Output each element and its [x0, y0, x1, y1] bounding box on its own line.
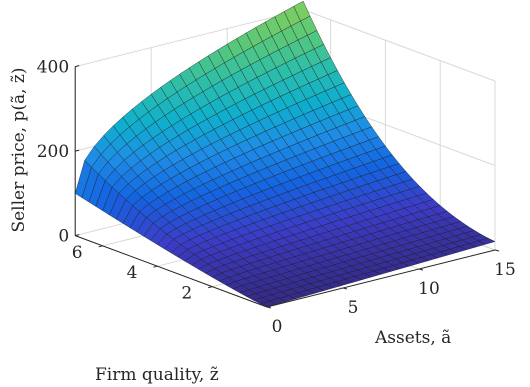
- y-tick-mark: [98, 245, 103, 248]
- y-tick-mark: [208, 286, 213, 289]
- xlabel: Assets, ã: [374, 328, 451, 348]
- gridline-back-z: [75, 9, 304, 68]
- x-tick-mark: [418, 268, 424, 271]
- surface-patch: [477, 237, 496, 245]
- ylabel: Firm quality, z̃: [95, 365, 219, 385]
- zlabel: Seller price, p(ã, z̃): [9, 67, 29, 232]
- x-tick-label: 10: [418, 279, 440, 299]
- x-tick-mark: [266, 306, 272, 309]
- x-tick-mark: [494, 249, 500, 252]
- y-tick-label: 4: [127, 263, 138, 283]
- z-tick-mark: [75, 234, 80, 237]
- x-axis-line: [266, 249, 496, 308]
- surface-mesh: [74, 0, 496, 308]
- y-axis-line: [75, 235, 268, 308]
- y-tick-label: 2: [181, 284, 192, 304]
- x-tick-label: 0: [272, 317, 283, 337]
- z-tick-label: 400: [37, 58, 69, 78]
- y-tick-mark: [153, 265, 158, 268]
- x-tick-label: 15: [494, 260, 516, 280]
- gridline-side-z: [303, 9, 496, 82]
- x-tick-label: 5: [348, 298, 359, 318]
- z-tick-mark: [75, 149, 80, 152]
- z-tick-label: 200: [37, 142, 69, 162]
- z-tick-mark: [75, 65, 80, 68]
- y-tick-label: 6: [72, 243, 83, 263]
- z-tick-label: 0: [58, 227, 69, 247]
- x-tick-mark: [342, 287, 348, 290]
